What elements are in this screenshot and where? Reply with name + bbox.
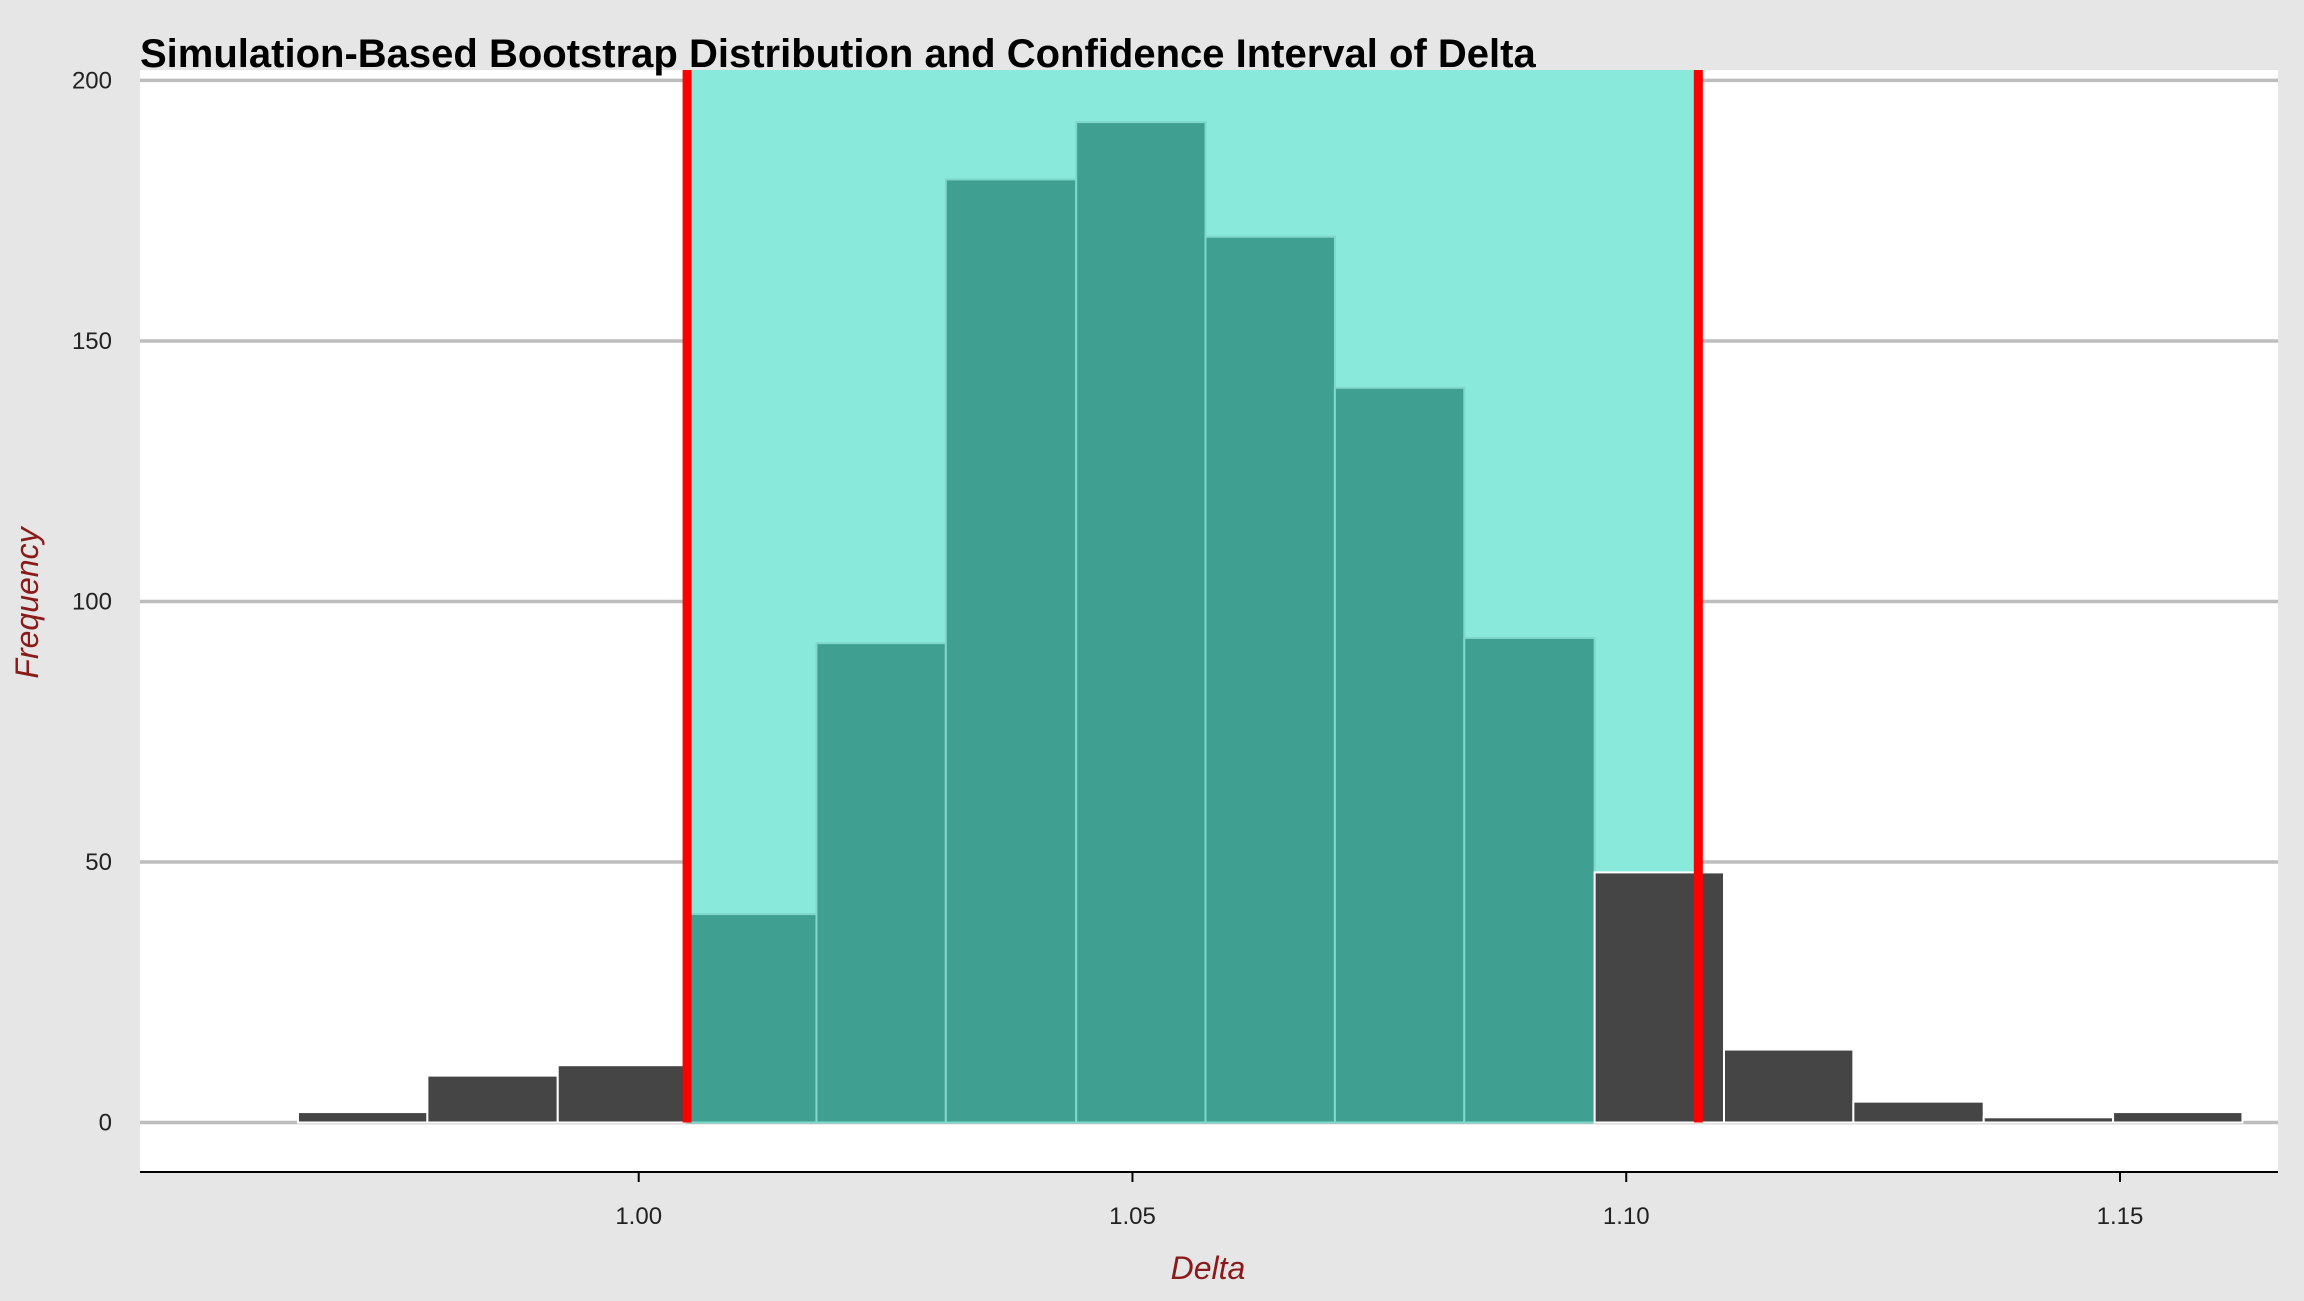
- histogram-bar-11: [1593, 871, 1725, 1124]
- x-axis-title: Delta: [1171, 1250, 1246, 1286]
- histogram-bar-8: [1204, 235, 1336, 1124]
- y-axis-title: Frequency: [9, 525, 45, 678]
- y-tick-label-200: 200: [72, 67, 112, 94]
- histogram-bar-3: [556, 1064, 689, 1124]
- histogram-bar-6: [944, 178, 1078, 1124]
- y-axis-ticks: 0 50 100 150 200: [72, 67, 112, 1136]
- histogram-bar-1: [297, 1111, 429, 1124]
- histogram-bar-14: [1982, 1116, 2115, 1124]
- y-tick-label-0: 0: [99, 1110, 112, 1137]
- y-tick-label-50: 50: [85, 849, 112, 876]
- histogram-bar-5: [815, 642, 947, 1124]
- x-tick-label-1.10: 1.10: [1603, 1203, 1650, 1230]
- histogram-bars: [297, 121, 2244, 1124]
- histogram-bar-2: [426, 1074, 559, 1124]
- y-tick-label-150: 150: [72, 328, 112, 355]
- y-tick-label-100: 100: [72, 588, 112, 615]
- x-axis-ticks: 1.00 1.05 1.10 1.15: [615, 1172, 2143, 1230]
- histogram-bar-7: [1075, 121, 1207, 1124]
- chart-title: Simulation-Based Bootstrap Distribution …: [140, 32, 1536, 76]
- x-tick-label-1.00: 1.00: [615, 1203, 662, 1230]
- histogram-bar-12: [1722, 1048, 1855, 1124]
- histogram-bar-13: [1852, 1100, 1985, 1124]
- x-tick-label-1.05: 1.05: [1109, 1203, 1156, 1230]
- histogram-bar-9: [1333, 386, 1466, 1124]
- histogram-bar-10: [1463, 636, 1596, 1124]
- histogram-bar-15: [2112, 1111, 2244, 1124]
- histogram-bar-4: [686, 913, 818, 1124]
- x-tick-label-1.15: 1.15: [2097, 1203, 2144, 1230]
